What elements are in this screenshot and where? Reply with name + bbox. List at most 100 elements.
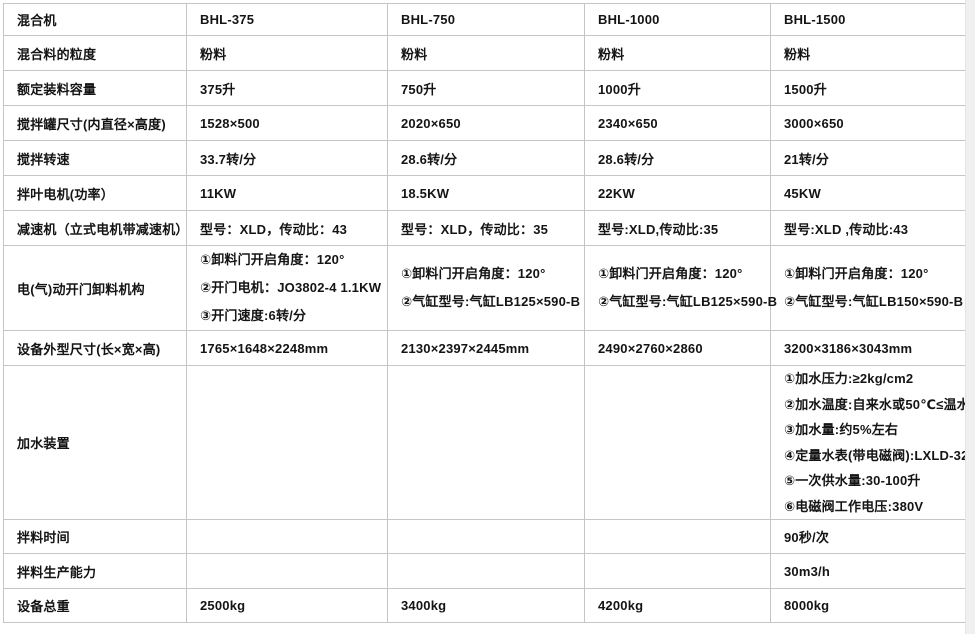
table-cell: 型号:XLD,传动比:35 <box>584 210 771 246</box>
row-label-cell: 加水装置 <box>3 365 187 520</box>
table-row-door-mechanism: 电(气)动开门卸料机构 ①卸料门开启角度：120° ②开门电机：JO3802-4… <box>3 245 965 331</box>
row-label-cell: 额定装料容量 <box>3 70 187 106</box>
table-cell: 粉料 <box>584 35 771 71</box>
cell-line: ②加水温度:自来水或50℃≤温水≤80℃ <box>784 396 965 412</box>
table-cell: 1765×1648×2248mm <box>186 330 388 366</box>
table-cell: 1000升 <box>584 70 771 106</box>
row-label-cell: 搅拌罐尺寸(内直径×高度) <box>3 105 187 141</box>
cell-line: ②气缸型号:气缸LB125×590-B <box>401 294 581 309</box>
row-label-cell: 拌叶电机(功率） <box>3 175 187 211</box>
cell-lines: ①卸料门开启角度：120° ②气缸型号:气缸LB150×590-B <box>784 260 965 316</box>
table-cell: 型号：XLD，传动比：43 <box>186 210 388 246</box>
table-row-total-weight: 设备总重 2500kg 3400kg 4200kg 8000kg <box>3 588 965 623</box>
table-cell <box>387 519 585 554</box>
table-cell: 1500升 <box>770 70 965 106</box>
model-name-cell: BHL-1500 <box>770 3 965 36</box>
row-label-cell: 拌料生产能力 <box>3 553 187 589</box>
table-cell: 8000kg <box>770 588 965 623</box>
table-row-tank-size: 搅拌罐尺寸(内直径×高度) 1528×500 2020×650 2340×650… <box>3 105 965 141</box>
cell-line: ⑥电磁阀工作电压:380V <box>784 498 924 514</box>
cell-line: ②开门电机：JO3802-4 1.1KW <box>200 280 382 295</box>
table-cell <box>584 519 771 554</box>
row-label-cell: 混合机 <box>3 3 187 36</box>
table-cell: 33.7转/分 <box>186 140 388 176</box>
cell-lines: ①卸料门开启角度：120° ②气缸型号:气缸LB125×590-B <box>598 260 778 316</box>
row-label-cell: 设备总重 <box>3 588 187 623</box>
cell-line: ①卸料门开启角度：120° <box>200 252 345 267</box>
table-cell <box>584 365 771 520</box>
row-label-cell: 设备外型尺寸(长×宽×高) <box>3 330 187 366</box>
table-cell: 30m3/h <box>770 553 965 589</box>
table-cell: 3200×3186×3043mm <box>770 330 965 366</box>
table-cell: ①卸料门开启角度：120° ②气缸型号:气缸LB125×590-B <box>387 245 585 331</box>
cell-line: ⑤一次供水量:30-100升 <box>784 473 921 488</box>
table-row-capacity: 额定装料容量 375升 750升 1000升 1500升 <box>3 70 965 106</box>
cell-line: ①卸料门开启角度：120° <box>784 266 929 281</box>
table-cell: 28.6转/分 <box>584 140 771 176</box>
cell-lines: ①卸料门开启角度：120° ②开门电机：JO3802-4 1.1KW ③开门速度… <box>200 246 387 330</box>
table-row-outer-dimensions: 设备外型尺寸(长×宽×高) 1765×1648×2248mm 2130×2397… <box>3 330 965 366</box>
table-cell: 2500kg <box>186 588 388 623</box>
table-cell: 3000×650 <box>770 105 965 141</box>
table-cell <box>387 553 585 589</box>
table-row-production-capacity: 拌料生产能力 30m3/h <box>3 553 965 589</box>
table-cell: 2020×650 <box>387 105 585 141</box>
row-label-cell: 搅拌转速 <box>3 140 187 176</box>
mixer-spec-table: 混合机 BHL-375 BHL-750 BHL-1000 BHL-1500 混合… <box>3 3 965 623</box>
row-label-cell: 混合料的粒度 <box>3 35 187 71</box>
cell-line: ①加水压力:≥2kg/cm2 <box>784 371 914 386</box>
table-cell: ①卸料门开启角度：120° ②气缸型号:气缸LB125×590-B <box>584 245 778 331</box>
model-name-cell: BHL-1000 <box>584 3 771 36</box>
cell-line: ④定量水表(带电磁阀):LXLD-32 <box>784 447 965 463</box>
table-row-header: 混合机 BHL-375 BHL-750 BHL-1000 BHL-1500 <box>3 3 965 36</box>
table-cell: 粉料 <box>387 35 585 71</box>
table-cell: 28.6转/分 <box>387 140 585 176</box>
table-row-mix-time: 拌料时间 90秒/次 <box>3 519 965 554</box>
table-cell: 90秒/次 <box>770 519 965 554</box>
spec-table-container: 混合机 BHL-375 BHL-750 BHL-1000 BHL-1500 混合… <box>3 3 965 623</box>
table-cell: 2340×650 <box>584 105 771 141</box>
table-cell: 21转/分 <box>770 140 965 176</box>
cell-line: ①卸料门开启角度：120° <box>598 266 743 281</box>
table-cell: 18.5KW <box>387 175 585 211</box>
table-cell: 22KW <box>584 175 771 211</box>
cell-line: ②气缸型号:气缸LB125×590-B <box>598 294 778 309</box>
table-cell: 粉料 <box>186 35 388 71</box>
row-label-cell: 电(气)动开门卸料机构 <box>3 245 187 331</box>
table-cell: 45KW <box>770 175 965 211</box>
table-row-granularity: 混合料的粒度 粉料 粉料 粉料 粉料 <box>3 35 965 71</box>
table-cell: 2490×2760×2860 <box>584 330 771 366</box>
table-cell: 2130×2397×2445mm <box>387 330 585 366</box>
table-cell: 750升 <box>387 70 585 106</box>
table-cell: 4200kg <box>584 588 771 623</box>
table-cell: 1528×500 <box>186 105 388 141</box>
table-cell: 3400kg <box>387 588 585 623</box>
table-cell <box>387 365 585 520</box>
table-cell: 型号:XLD ,传动比:43 <box>770 210 965 246</box>
cell-line: ②气缸型号:气缸LB150×590-B <box>784 294 964 309</box>
vertical-scrollbar[interactable] <box>965 0 975 634</box>
table-cell: ①卸料门开启角度：120° ②气缸型号:气缸LB150×590-B <box>770 245 965 331</box>
table-cell: 粉料 <box>770 35 965 71</box>
table-cell: 型号：XLD，传动比：35 <box>387 210 585 246</box>
table-cell: ①加水压力:≥2kg/cm2 ②加水温度:自来水或50℃≤温水≤80℃ ③加水量… <box>770 365 965 520</box>
cell-lines: ①加水压力:≥2kg/cm2 ②加水温度:自来水或50℃≤温水≤80℃ ③加水量… <box>784 366 965 519</box>
cell-line: ③加水量:约5%左右 <box>784 422 899 437</box>
model-name-cell: BHL-750 <box>387 3 585 36</box>
table-cell: 11KW <box>186 175 388 211</box>
table-row-motor-power: 拌叶电机(功率） 11KW 18.5KW 22KW 45KW <box>3 175 965 211</box>
table-row-reducer: 减速机（立式电机带减速机） 型号：XLD，传动比：43 型号：XLD，传动比：3… <box>3 210 965 246</box>
table-cell: ①卸料门开启角度：120° ②开门电机：JO3802-4 1.1KW ③开门速度… <box>186 245 388 331</box>
table-cell: 375升 <box>186 70 388 106</box>
table-row-speed: 搅拌转速 33.7转/分 28.6转/分 28.6转/分 21转/分 <box>3 140 965 176</box>
table-cell <box>186 553 388 589</box>
row-label-cell: 拌料时间 <box>3 519 187 554</box>
cell-line: ①卸料门开启角度：120° <box>401 266 546 281</box>
table-cell <box>584 553 771 589</box>
cell-line: ③开门速度:6转/分 <box>200 308 307 323</box>
row-label-cell: 减速机（立式电机带减速机） <box>3 210 188 246</box>
model-name-cell: BHL-375 <box>186 3 388 36</box>
table-cell <box>186 519 388 554</box>
table-cell <box>186 365 388 520</box>
